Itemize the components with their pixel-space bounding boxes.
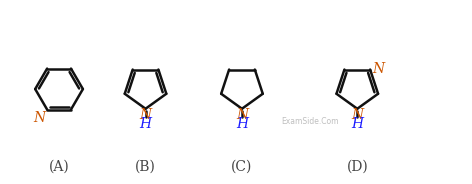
Text: N: N [372,62,385,76]
Text: N: N [351,108,363,122]
Text: (D): (D) [346,160,368,174]
Text: (A): (A) [49,160,69,174]
Text: H: H [139,117,152,131]
Text: H: H [351,117,363,131]
Text: N: N [139,108,152,122]
Text: H: H [236,117,248,131]
Text: N: N [33,111,45,125]
Text: N: N [236,108,248,122]
Text: (B): (B) [135,160,156,174]
Text: (C): (C) [231,160,253,174]
Text: ExamSide.Com: ExamSide.Com [281,117,338,126]
